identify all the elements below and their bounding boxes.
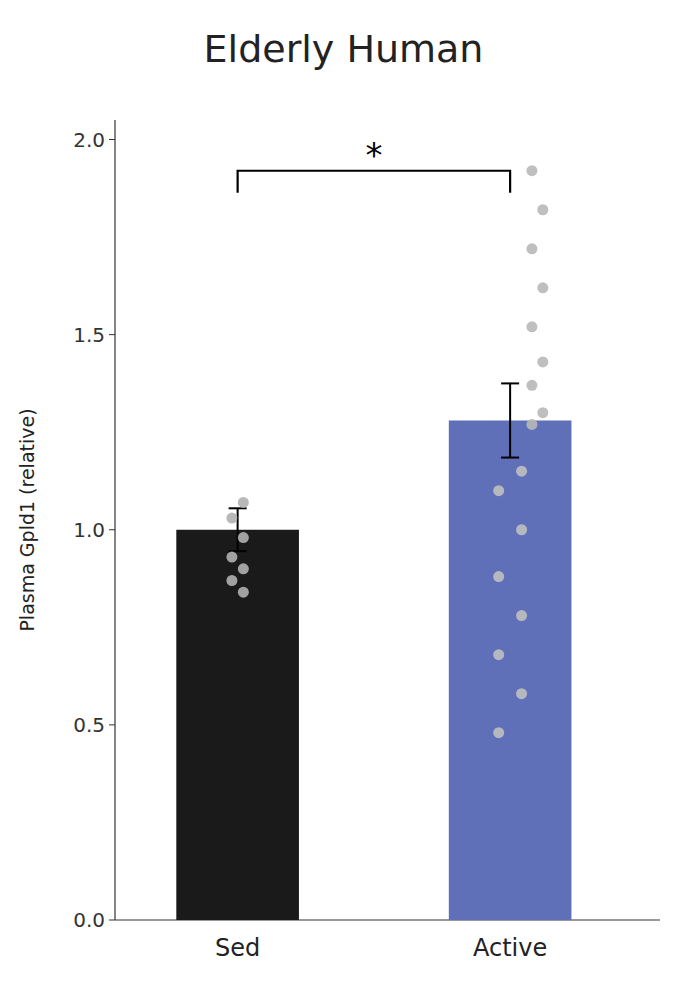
dot (537, 356, 548, 367)
dot (516, 466, 527, 477)
y-axis-label: Plasma Gpld1 (relative) (16, 408, 38, 631)
y-tick (109, 724, 115, 725)
dot (526, 165, 537, 176)
dot (526, 321, 537, 332)
y-tick (109, 529, 115, 530)
x-tick-label: Active (473, 934, 547, 962)
dot (238, 532, 249, 543)
y-tick-label: 1.5 (73, 323, 105, 347)
dot (493, 485, 504, 496)
error-stem (237, 508, 239, 551)
bar (449, 420, 572, 920)
dot (526, 243, 537, 254)
title: Elderly Human (204, 27, 484, 71)
error-cap (501, 457, 519, 459)
dot (238, 497, 249, 508)
dot (526, 380, 537, 391)
x-tick-label: Sed (215, 934, 260, 962)
y-axis-line (114, 120, 115, 920)
dot (226, 552, 237, 563)
y-tick (109, 139, 115, 140)
dot (226, 513, 237, 524)
dot (516, 688, 527, 699)
dot (526, 419, 537, 430)
error-stem (509, 383, 511, 457)
dot (493, 727, 504, 738)
error-cap (501, 382, 519, 384)
y-tick (109, 920, 115, 921)
y-tick-label: 2.0 (73, 128, 105, 152)
dot (516, 610, 527, 621)
dot (226, 575, 237, 586)
dot (493, 649, 504, 660)
dot (238, 587, 249, 598)
y-tick (109, 334, 115, 335)
marks (176, 165, 571, 920)
significance-text: * (365, 135, 382, 175)
dot (537, 282, 548, 293)
bar (176, 530, 299, 920)
chart: Elderly HumanPlasma Gpld1 (relative)0.00… (0, 0, 687, 994)
y-tick-label: 0.5 (73, 713, 105, 737)
error-bar (501, 383, 519, 457)
dot (537, 407, 548, 418)
dot (493, 571, 504, 582)
y-axis: 0.0 0.5 1.0 1.5 2.0 (73, 120, 660, 932)
dot (537, 204, 548, 215)
y-tick-label: 0.0 (73, 908, 105, 932)
dot (516, 524, 527, 535)
dot (238, 563, 249, 574)
y-tick-label: 1.0 (73, 518, 105, 542)
